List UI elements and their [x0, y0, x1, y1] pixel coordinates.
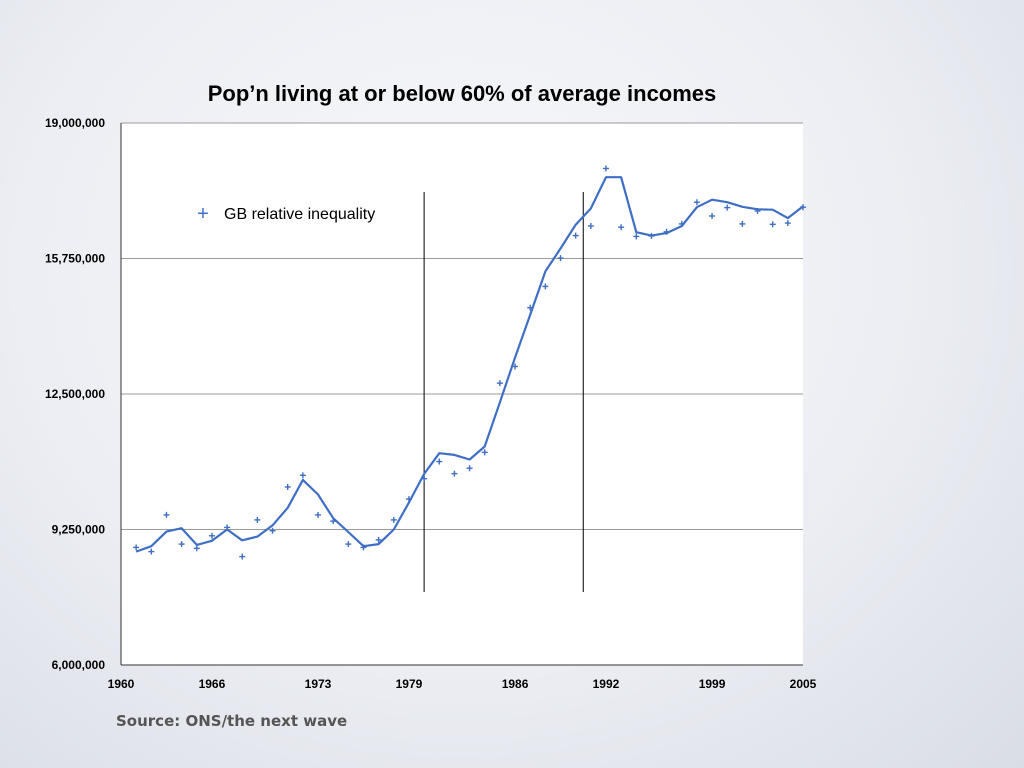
x-tick-label: 1966 [199, 677, 226, 691]
series-points-group [133, 165, 806, 560]
data-point [133, 544, 140, 551]
y-tick-label: 9,250,000 [52, 523, 106, 537]
axes [120, 123, 803, 666]
data-point [299, 472, 306, 479]
x-tick-label: 1992 [593, 677, 620, 691]
data-point [769, 221, 776, 228]
data-point [602, 165, 609, 172]
data-point [709, 212, 716, 219]
data-point [784, 220, 791, 227]
series-line [135, 176, 804, 553]
data-point [648, 232, 655, 239]
chart-title: Pop’n living at or below 60% of average … [208, 81, 717, 106]
data-point [178, 541, 185, 548]
data-point [754, 207, 761, 214]
data-point [542, 283, 549, 290]
legend-marker: + [197, 203, 209, 225]
y-tick-label: 6,000,000 [52, 658, 106, 672]
data-point [633, 233, 640, 240]
data-point [512, 363, 519, 370]
data-point [436, 458, 443, 465]
data-point [451, 470, 458, 477]
data-point [345, 541, 352, 548]
y-tick-labels: 6,000,000 9,250,000 12,500,000 15,750,000 19… [45, 116, 105, 672]
x-tick-labels: 1960 1966 1973 1979 1986 1992 1999 2005 [108, 677, 817, 691]
x-tick-label: 1986 [502, 677, 529, 691]
data-point [496, 380, 503, 387]
data-point [587, 222, 594, 229]
legend-label: GB relative inequality [224, 206, 375, 223]
y-tick-label: 19,000,000 [45, 116, 105, 130]
data-point [739, 220, 746, 227]
reference-lines [423, 192, 584, 592]
data-point [208, 532, 215, 539]
legend: + GB relative inequality [197, 203, 375, 225]
data-point [284, 483, 291, 490]
data-point [239, 553, 246, 560]
data-point [724, 204, 731, 211]
data-point [330, 518, 337, 525]
series-line-group [135, 176, 804, 553]
x-tick-label: 1999 [699, 677, 726, 691]
x-tick-label: 2005 [790, 677, 817, 691]
data-point [254, 516, 261, 523]
x-tick-label: 1973 [305, 677, 332, 691]
data-point [693, 199, 700, 206]
grid-lines [121, 122, 803, 530]
data-point [557, 255, 564, 262]
data-point [800, 204, 806, 211]
source-note: Source: ONS/the next wave [116, 712, 348, 730]
data-point [315, 511, 322, 518]
y-tick-label: 12,500,000 [45, 387, 105, 401]
data-point [148, 548, 155, 555]
data-point [163, 511, 170, 518]
data-point [375, 536, 382, 543]
data-point [390, 516, 397, 523]
data-point [572, 232, 579, 239]
data-point [663, 228, 670, 235]
data-point [466, 465, 473, 472]
data-point [224, 524, 231, 531]
data-point [527, 304, 534, 311]
data-point [421, 475, 428, 482]
data-point [405, 496, 412, 503]
data-point [618, 224, 625, 231]
data-point [360, 544, 367, 551]
x-tick-label: 1960 [108, 677, 135, 691]
data-point [678, 220, 685, 227]
data-point [193, 545, 200, 552]
x-tick-label: 1979 [396, 677, 423, 691]
data-point [269, 527, 276, 534]
y-tick-label: 15,750,000 [45, 252, 105, 266]
data-point [481, 449, 488, 456]
